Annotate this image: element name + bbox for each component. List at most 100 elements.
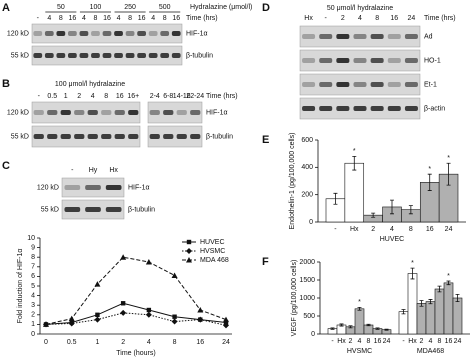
lane-label: 4 [82, 15, 86, 22]
y-tick-label: 0 [311, 331, 315, 338]
band [163, 134, 174, 139]
line [45, 302, 227, 325]
error-bar [348, 325, 353, 329]
lane-label: 16+ [127, 93, 139, 100]
band [79, 53, 89, 58]
error-bar [371, 212, 376, 218]
lane-label: - [71, 167, 74, 174]
band [404, 82, 418, 87]
x-tick-label: 24 [222, 339, 230, 346]
band [336, 106, 350, 111]
significance: * [353, 148, 356, 155]
y-tick-label: 6 [31, 273, 35, 280]
bar [354, 308, 365, 335]
band [125, 31, 135, 36]
y-tick-label: 0 [31, 331, 35, 338]
band [190, 110, 201, 115]
kd-label: 55 kD [11, 133, 29, 140]
panel-label: B [2, 78, 10, 90]
y-tick-label: 500 [303, 313, 315, 320]
error-bar [408, 205, 413, 215]
row-label: Ad [424, 33, 433, 40]
x-tick-label: 4 [147, 339, 151, 346]
panel-label: D [262, 2, 270, 14]
band [44, 31, 54, 36]
band [68, 53, 77, 58]
point [68, 315, 75, 322]
band [33, 110, 44, 115]
band [387, 58, 401, 63]
lane-label: 2-4 [150, 93, 160, 100]
group-label: 100 [90, 4, 102, 11]
band [91, 53, 100, 58]
point [145, 259, 152, 265]
bar [407, 273, 418, 335]
legend-marker [186, 248, 192, 254]
band [101, 110, 112, 115]
point [197, 307, 204, 313]
error-bar [428, 299, 433, 305]
error-bar [333, 192, 338, 205]
x-tick-label: 2 [349, 338, 353, 345]
row-label: HIF-1α [186, 30, 208, 37]
lane-label: 8 [104, 93, 108, 100]
lane-label: - [38, 93, 41, 100]
error-bar [437, 285, 442, 293]
point [68, 320, 75, 327]
band [319, 34, 333, 39]
lane-label: 14-16 [173, 93, 191, 100]
lane-label: Hx [304, 15, 313, 22]
kd-label: 120 kD [7, 109, 29, 116]
band [101, 134, 112, 139]
significance: * [447, 155, 450, 162]
band [319, 82, 333, 87]
blot-strip [299, 25, 421, 48]
legend-label: HVSMC [200, 248, 225, 255]
band [387, 34, 401, 39]
band [190, 134, 201, 139]
y-tick-label: 7 [31, 264, 35, 271]
row-label: Et-1 [424, 81, 437, 88]
error-bar [375, 327, 380, 330]
band [176, 134, 187, 139]
blot-header: Hydralazine (μmol/l) [190, 4, 252, 11]
band [79, 31, 89, 36]
band [74, 134, 85, 139]
x-tick-label: 8 [173, 339, 177, 346]
point [120, 301, 126, 306]
point [43, 321, 49, 327]
y-tick-label: 8 [31, 254, 35, 261]
band [387, 106, 401, 111]
y-axis-label: Fold induction of HIF-1α [17, 249, 24, 324]
band [404, 106, 418, 111]
significance: * [411, 260, 414, 267]
bar [452, 297, 463, 335]
row-label: HIF-1α [128, 184, 150, 191]
row-label: HO-1 [424, 57, 441, 64]
lane-label: 4 [91, 93, 95, 100]
band [33, 31, 43, 36]
y-tick-label: 200 [301, 192, 313, 199]
x-tick-label: 4 [429, 338, 433, 345]
band [47, 134, 58, 139]
point [120, 309, 127, 316]
band [370, 82, 384, 87]
row-label: β-tubulin [186, 52, 213, 59]
band [114, 31, 123, 36]
bar [434, 288, 445, 335]
band [336, 58, 350, 63]
significance: * [428, 166, 431, 173]
x-tick-label: 4 [358, 338, 362, 345]
y-tick-label: 9 [31, 244, 35, 251]
significance: * [447, 273, 450, 280]
band [149, 110, 160, 115]
band [302, 58, 316, 63]
band [114, 134, 125, 139]
band [353, 58, 367, 63]
x-tick-label: Hx [408, 338, 417, 345]
band [105, 185, 122, 190]
row-label: β-tubulin [206, 133, 233, 140]
band [114, 53, 123, 58]
y-tick-label: 10 [27, 235, 35, 242]
band [102, 53, 112, 58]
